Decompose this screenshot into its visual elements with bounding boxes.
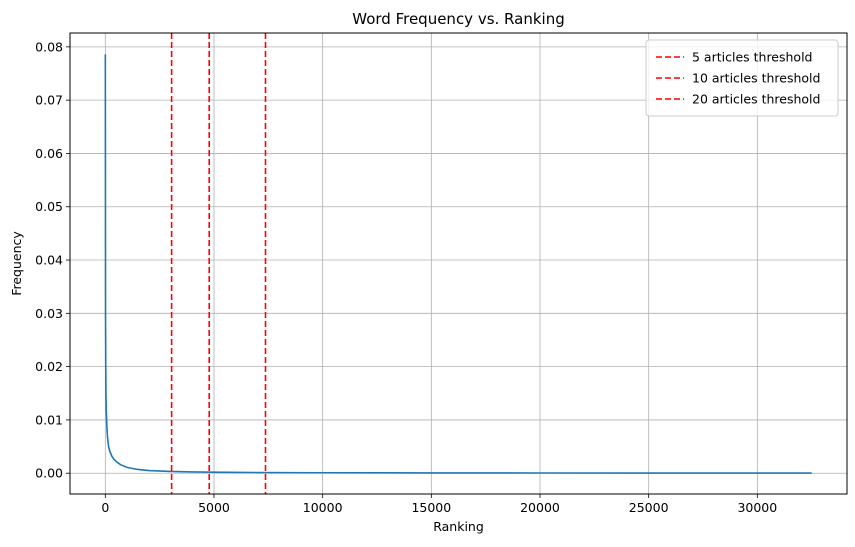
y-tick-label: 0.05	[35, 199, 63, 214]
y-tick-label: 0.00	[35, 466, 63, 481]
legend-label: 20 articles threshold	[692, 92, 820, 107]
y-tick-label: 0.08	[35, 39, 63, 54]
legend-box	[645, 39, 839, 117]
chart-title: Word Frequency vs. Ranking	[352, 10, 564, 28]
x-tick-label: 15000	[411, 500, 451, 515]
y-tick-label: 0.04	[35, 253, 63, 268]
x-tick-label: 30000	[737, 500, 777, 515]
plot-frame	[69, 32, 848, 495]
x-axis-ticks: 0 5000 10000 15000 20000 25000 30000	[101, 494, 777, 515]
x-tick-label: 5000	[198, 500, 230, 515]
y-axis-label: Frequency	[9, 231, 24, 296]
x-tick-label: 10000	[303, 500, 343, 515]
y-axis-ticks: 0.00 0.01 0.02 0.03 0.04 0.05 0.06 0.07 0.08	[35, 39, 70, 481]
threshold-layer	[170, 33, 267, 494]
x-tick-label: 0	[101, 500, 109, 515]
y-tick-label: 0.07	[35, 93, 63, 108]
grid	[70, 33, 847, 494]
series-layer	[104, 54, 812, 474]
legend-items: 5 articles threshold 10 articles threshol…	[656, 50, 820, 107]
legend: 5 articles threshold 10 articles threshol…	[645, 39, 839, 117]
x-tick-label: 25000	[629, 500, 669, 515]
legend-label: 5 articles threshold	[692, 50, 813, 65]
x-tick-label: 20000	[520, 500, 560, 515]
y-tick-label: 0.01	[35, 412, 63, 427]
legend-label: 10 articles threshold	[692, 71, 820, 86]
x-axis-label: Ranking	[433, 519, 484, 534]
y-tick-label: 0.02	[35, 359, 63, 374]
y-tick-label: 0.03	[35, 306, 63, 321]
y-tick-label: 0.06	[35, 146, 63, 161]
series-line	[104, 54, 812, 474]
